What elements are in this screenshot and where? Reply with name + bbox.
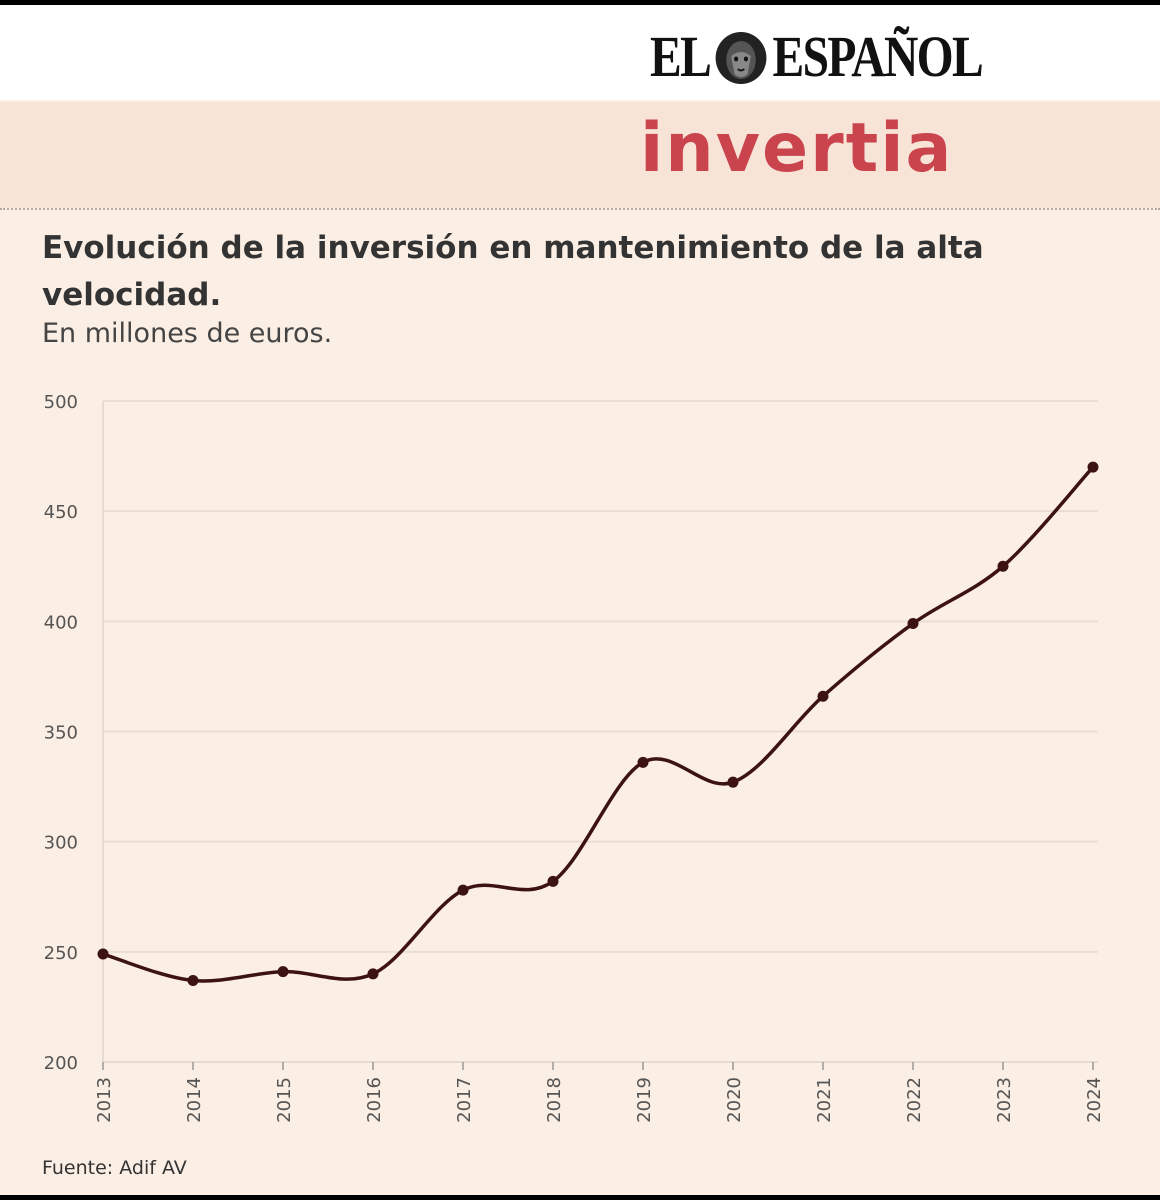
x-tick-label: 2017 [454, 1077, 475, 1123]
y-tick-label: 250 [44, 943, 78, 964]
x-tick-label: 2013 [94, 1077, 115, 1123]
x-tick-label: 2016 [364, 1077, 385, 1123]
y-tick-label: 450 [44, 502, 78, 523]
x-tick-label: 2022 [904, 1077, 925, 1123]
masthead: EL ESPAÑOL [0, 5, 1160, 100]
brand-logo[interactable]: EL ESPAÑOL [650, 23, 984, 89]
data-point[interactable] [817, 690, 829, 702]
chart-title: Evolución de la inversión en mantenimien… [42, 230, 984, 313]
section-band [0, 102, 1160, 208]
y-tick-label: 400 [44, 612, 78, 633]
data-point[interactable] [637, 756, 649, 768]
x-tick-label: 2024 [1084, 1077, 1105, 1123]
y-tick-label: 200 [44, 1053, 78, 1074]
data-point[interactable] [367, 968, 379, 980]
lion-head-icon [713, 26, 769, 86]
x-tick-label: 2019 [634, 1077, 655, 1123]
x-tick-label: 2015 [274, 1077, 295, 1123]
x-tick-label: 2014 [184, 1077, 205, 1123]
brand-name-right: ESPAÑOL [772, 23, 983, 89]
line-chart: 200 250 300 350 400 450 500 2013 2014 2015 2016 20… [44, 392, 1105, 1123]
series-line [102, 465, 1095, 983]
y-tick-label: 300 [44, 833, 78, 854]
data-point[interactable] [277, 966, 289, 978]
data-point[interactable] [97, 948, 109, 960]
chart-subtitle: En millones de euros. [42, 318, 333, 349]
data-point[interactable] [457, 884, 469, 896]
x-tick-label: 2023 [994, 1077, 1015, 1123]
y-tick-label: 350 [44, 723, 78, 744]
x-tick-label: 2021 [814, 1077, 835, 1123]
brand-name-left: EL [650, 23, 712, 89]
data-point[interactable] [1087, 461, 1099, 473]
data-point[interactable] [997, 560, 1009, 572]
x-tick-label: 2018 [544, 1077, 565, 1123]
x-tick-label: 2020 [724, 1077, 745, 1123]
section-name[interactable]: invertia [640, 109, 954, 188]
y-tick-label: 500 [44, 392, 78, 413]
divider [0, 208, 1160, 210]
data-point[interactable] [727, 776, 739, 788]
source-note: Fuente: Adif AV [42, 1157, 187, 1179]
data-point[interactable] [547, 875, 559, 887]
data-point[interactable] [907, 618, 919, 630]
data-point[interactable] [187, 974, 199, 986]
